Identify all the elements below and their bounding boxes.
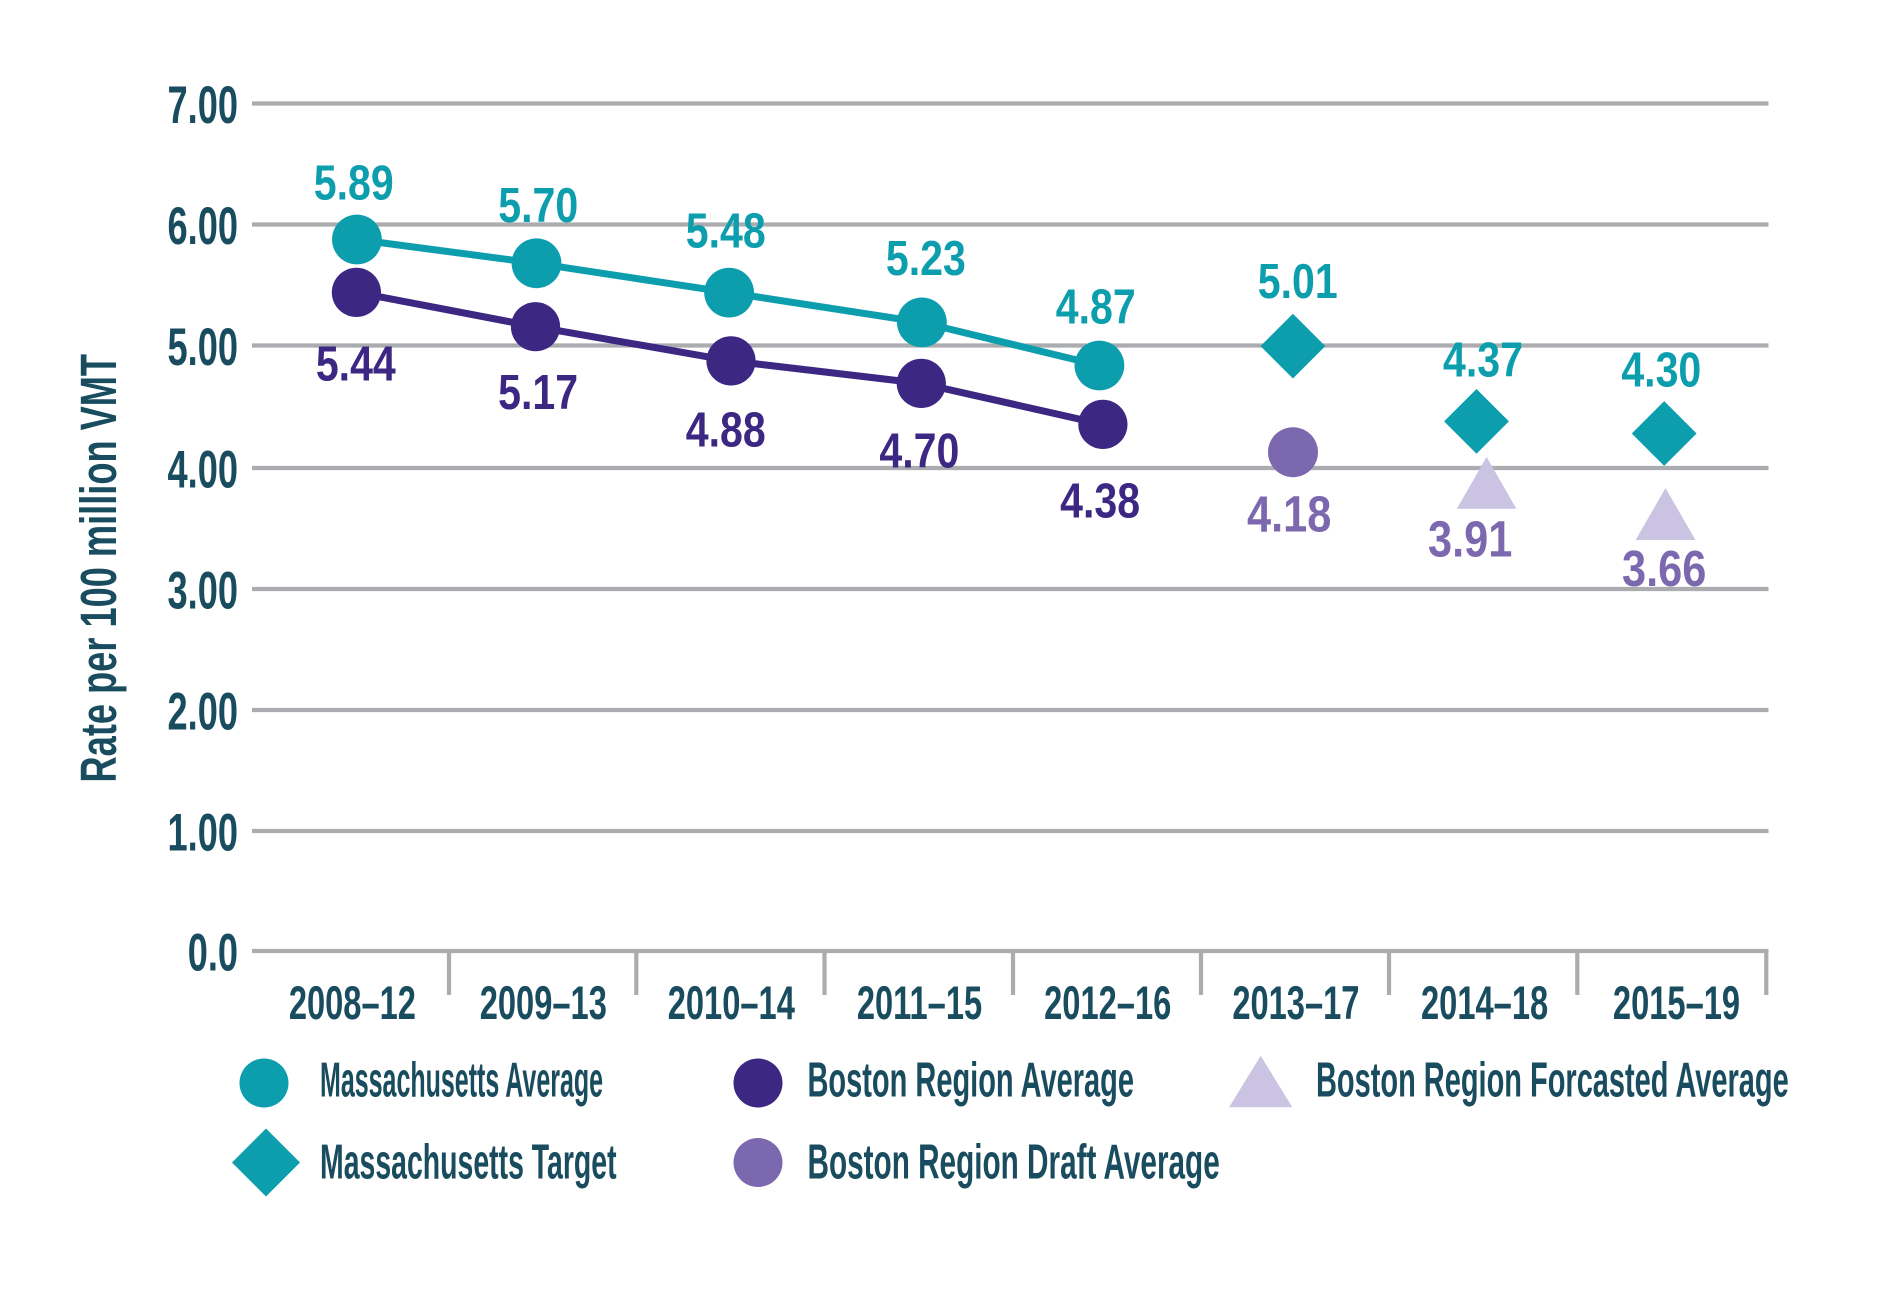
svg-text:2010–14: 2010–14 (668, 976, 796, 1029)
svg-text:2011–15: 2011–15 (857, 976, 982, 1029)
svg-text:5.44: 5.44 (316, 336, 397, 391)
svg-text:3.91: 3.91 (1428, 511, 1512, 568)
svg-text:5.00: 5.00 (168, 317, 238, 377)
svg-text:4.00: 4.00 (168, 440, 238, 500)
svg-text:Rate per 100 million VMT: Rate per 100 million VMT (71, 354, 128, 783)
svg-text:Massachusetts Average: Massachusetts Average (320, 1054, 603, 1108)
svg-text:3.66: 3.66 (1622, 541, 1706, 598)
svg-text:6.00: 6.00 (168, 196, 238, 256)
svg-text:Boston Region Forcasted Averag: Boston Region Forcasted Average (1316, 1053, 1789, 1108)
svg-text:3.00: 3.00 (168, 561, 238, 621)
svg-text:4.88: 4.88 (686, 402, 766, 457)
svg-text:5.17: 5.17 (498, 364, 578, 419)
svg-text:4.87: 4.87 (1056, 279, 1136, 334)
svg-text:2009–13: 2009–13 (480, 976, 607, 1029)
svg-text:5.48: 5.48 (686, 203, 766, 258)
svg-text:Boston Region Average: Boston Region Average (808, 1053, 1134, 1108)
svg-text:5.89: 5.89 (314, 155, 394, 210)
svg-text:7.00: 7.00 (168, 75, 238, 135)
svg-text:Massachusetts Target: Massachusetts Target (320, 1136, 617, 1190)
svg-text:Boston Region Draft Average: Boston Region Draft Average (808, 1134, 1220, 1190)
svg-text:4.70: 4.70 (879, 423, 959, 478)
svg-text:2013–17: 2013–17 (1232, 976, 1359, 1029)
svg-text:4.38: 4.38 (1060, 473, 1140, 528)
svg-text:2015–19: 2015–19 (1613, 976, 1740, 1029)
svg-text:2014–18: 2014–18 (1421, 976, 1548, 1029)
svg-text:2008–12: 2008–12 (289, 976, 416, 1029)
svg-text:5.70: 5.70 (498, 177, 578, 232)
svg-text:4.37: 4.37 (1443, 332, 1523, 387)
svg-text:4.18: 4.18 (1247, 486, 1331, 543)
svg-text:1.00: 1.00 (168, 803, 238, 863)
svg-text:2.00: 2.00 (168, 682, 238, 742)
svg-text:2012–16: 2012–16 (1044, 976, 1171, 1029)
svg-text:5.01: 5.01 (1258, 253, 1338, 308)
svg-text:5.23: 5.23 (886, 230, 966, 285)
svg-text:0.0: 0.0 (188, 923, 238, 983)
svg-text:4.30: 4.30 (1621, 342, 1701, 397)
